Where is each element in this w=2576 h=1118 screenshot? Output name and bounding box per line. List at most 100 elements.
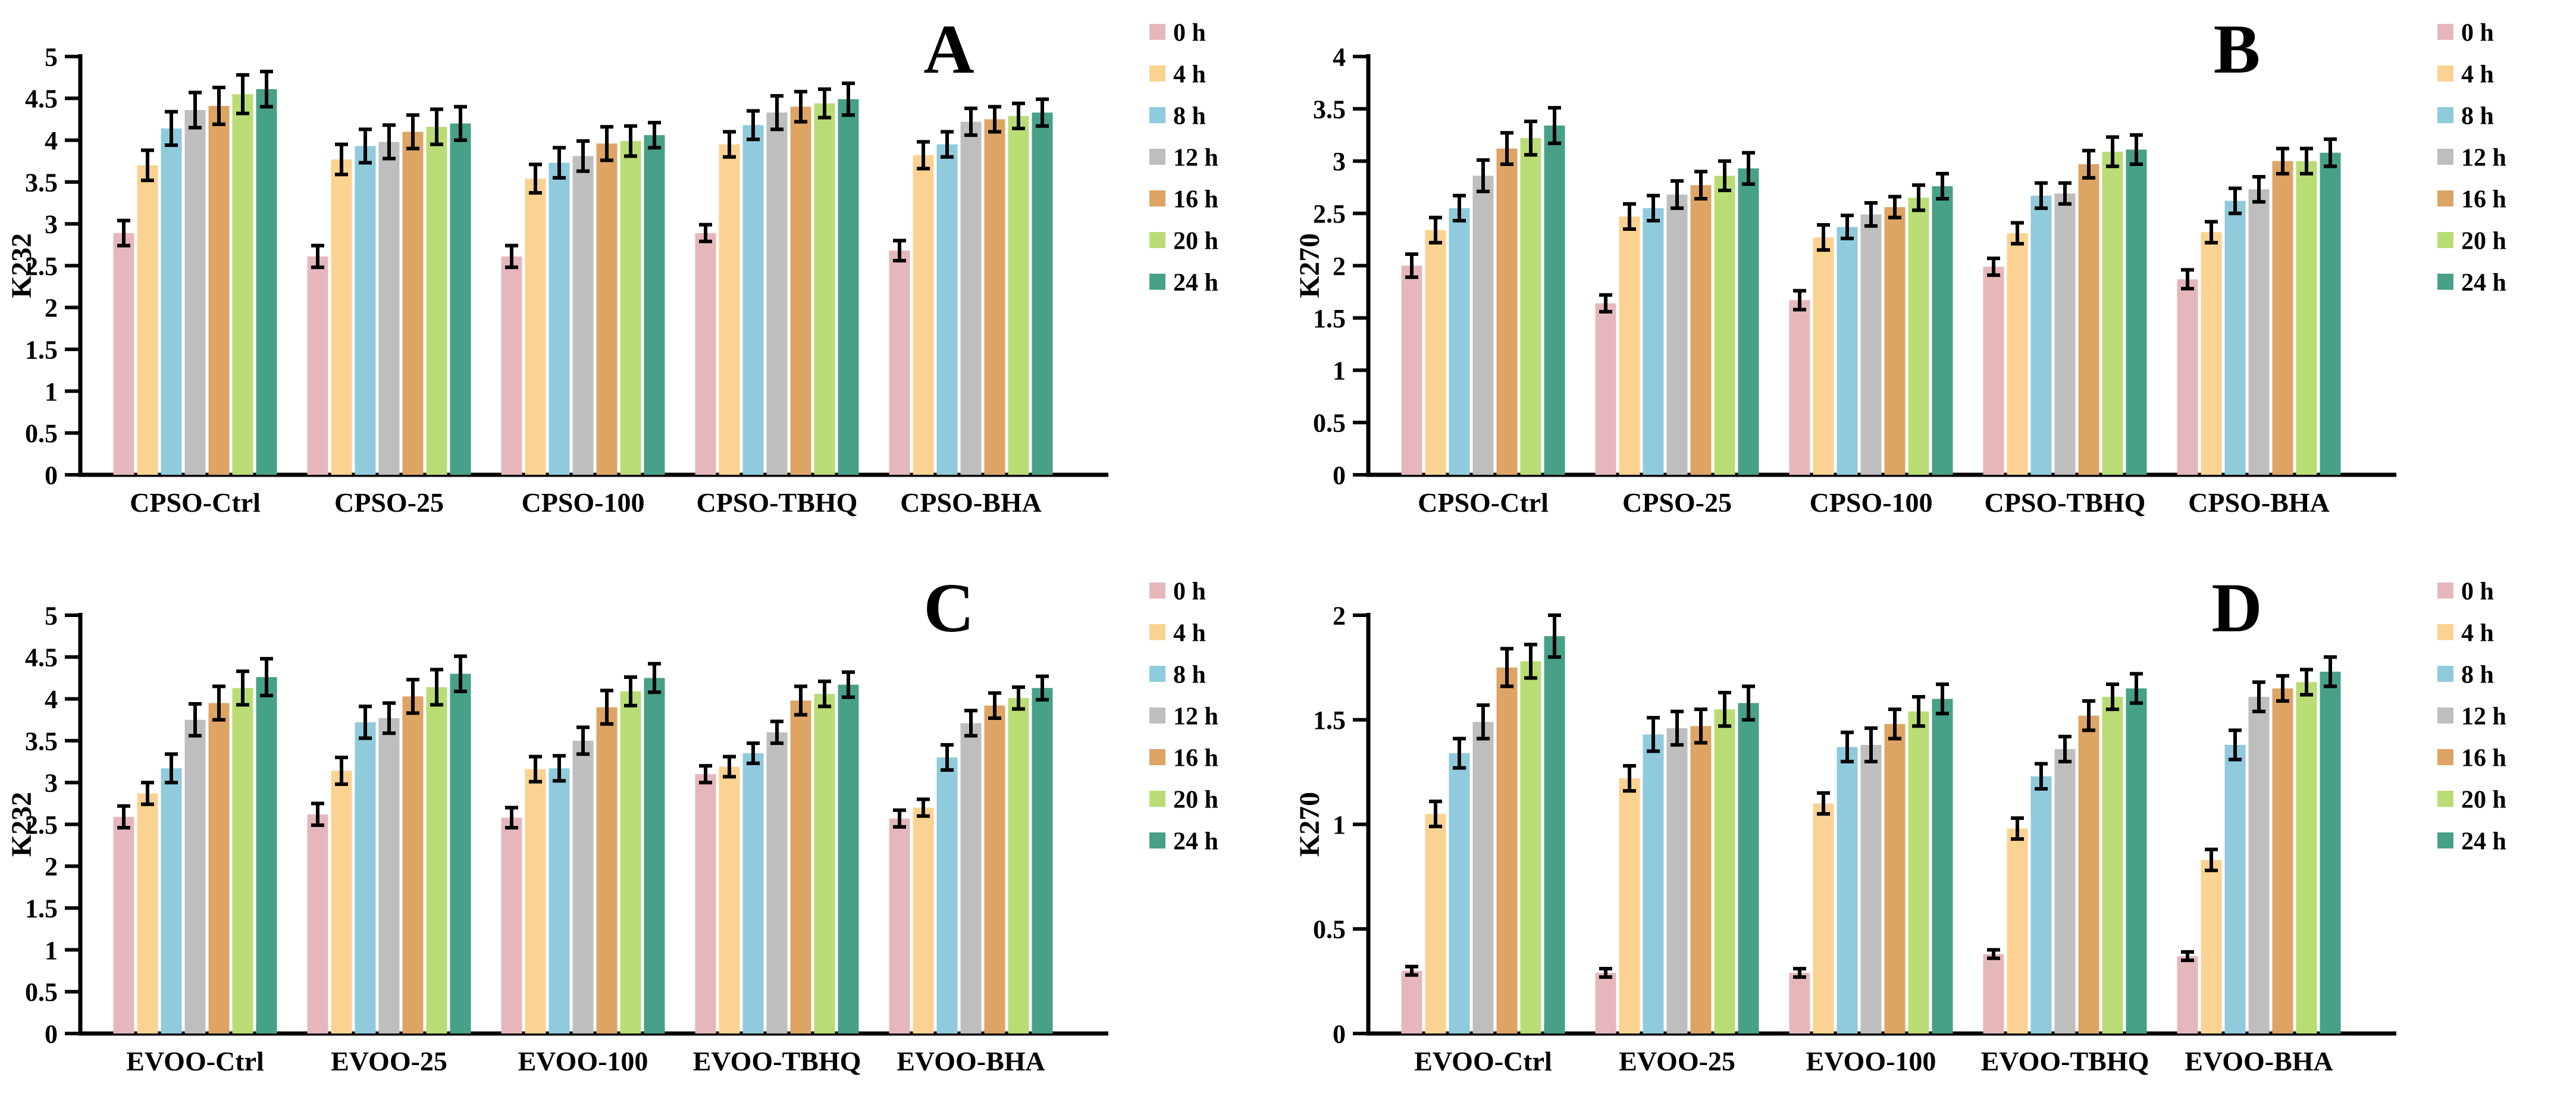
bar — [1449, 753, 1470, 1034]
error-bar — [141, 781, 154, 806]
error-bar — [1912, 183, 1925, 212]
bar — [1813, 803, 1834, 1034]
bar — [1738, 168, 1759, 475]
error-bar — [505, 243, 518, 270]
error-bar — [1548, 106, 1561, 145]
category-label: EVOO-TBHQ — [1981, 1046, 2149, 1076]
bar — [161, 768, 182, 1034]
y-axis-label: K270 — [1294, 233, 1325, 298]
legend-swatch — [2437, 24, 2453, 40]
y-tick-label: 3 — [1333, 147, 1346, 176]
bar — [960, 121, 982, 475]
bar — [426, 127, 447, 475]
bar — [549, 768, 570, 1034]
error-bar — [624, 675, 637, 707]
error-bar — [165, 109, 178, 148]
bar — [331, 159, 352, 475]
bar — [1884, 207, 1906, 475]
error-bar — [529, 754, 542, 784]
legend-item: 20 h — [2437, 787, 2506, 814]
bar — [2030, 776, 2052, 1034]
legend: 0 h 4 h 8 h 12 h 16 h 20 h 24 h — [1149, 20, 1218, 297]
y-tick-label: 2 — [1333, 601, 1346, 630]
error-bar — [2011, 221, 2024, 246]
error-bar — [1429, 799, 1442, 829]
legend-swatch — [1149, 65, 1165, 82]
bar — [2102, 151, 2123, 475]
error-bar — [818, 679, 831, 709]
error-bar — [359, 127, 372, 165]
category-label: EVOO-25 — [331, 1046, 447, 1076]
bar — [450, 674, 471, 1034]
chart-b: 0 0.5 1 1.5 2 2.5 3 3.5 4 K270 CPSO-Ctrl CPSO-25 CPS… — [1294, 10, 2506, 518]
bar — [331, 771, 352, 1034]
error-bar — [335, 756, 348, 787]
legend-item: 20 h — [1149, 787, 1218, 814]
bar — [1032, 688, 1053, 1034]
category-label: CPSO-100 — [1810, 487, 1933, 518]
bar — [719, 766, 740, 1034]
y-tick-label: 2.5 — [1313, 199, 1346, 228]
panel-letter: A — [923, 10, 974, 88]
y-tick-label: 0 — [45, 461, 58, 490]
bar — [742, 125, 764, 475]
legend-item: 16 h — [1149, 186, 1218, 214]
bar — [501, 818, 522, 1034]
legend-swatch — [2437, 791, 2453, 807]
legend-swatch — [1149, 791, 1165, 807]
error-bar — [1671, 179, 1684, 210]
legend-label: 24 h — [1173, 270, 1218, 297]
error-bar — [2205, 220, 2218, 245]
y-tick-label: 5 — [45, 601, 58, 630]
error-bar — [1718, 159, 1731, 192]
bar — [378, 142, 400, 475]
bar — [2177, 956, 2198, 1034]
bar — [1032, 112, 1053, 475]
error-bar — [236, 73, 249, 115]
error-bar — [311, 801, 324, 827]
error-bar — [236, 669, 249, 707]
bar — [889, 250, 910, 475]
legend-item: 4 h — [1149, 61, 1206, 89]
error-bar — [189, 702, 202, 738]
error-bar — [842, 670, 855, 699]
error-bar — [359, 704, 372, 740]
y-tick-label: 4 — [45, 126, 58, 155]
bar — [2320, 671, 2341, 1034]
error-bar — [747, 741, 760, 765]
legend-item: 0 h — [1149, 578, 1206, 606]
bar — [1008, 698, 1029, 1034]
bar — [572, 156, 594, 475]
error-bar — [699, 223, 712, 243]
bar — [2272, 688, 2293, 1034]
legend-label: 16 h — [2461, 745, 2506, 772]
error-bar — [383, 701, 396, 735]
error-bar — [624, 124, 637, 158]
legend-swatch — [2437, 274, 2453, 290]
y-tick-label: 0.5 — [1313, 915, 1346, 944]
bar — [256, 89, 277, 475]
legend-label: 0 h — [1173, 578, 1206, 606]
bar — [1619, 778, 1640, 1034]
bar — [1520, 661, 1541, 1034]
bar — [790, 700, 811, 1034]
bar — [2078, 715, 2099, 1034]
bar — [1714, 709, 1735, 1034]
error-bar — [1864, 726, 1878, 764]
panel-letter: C — [923, 569, 974, 647]
bar — [161, 128, 182, 475]
bar — [742, 753, 764, 1034]
chart-a: 0 0.5 1 1.5 2 2.5 3 3.5 4 4.5 5 K232 CPSO-Ctrl CPSO-2… — [6, 10, 1218, 518]
legend-item: 12 h — [1149, 145, 1218, 172]
legend-item: 12 h — [2437, 703, 2506, 731]
bar — [1643, 734, 1664, 1034]
bar — [1932, 186, 1953, 475]
error-bar — [2106, 135, 2119, 168]
error-bar — [2082, 149, 2095, 180]
bar — [2126, 688, 2147, 1034]
bar — [572, 740, 594, 1034]
error-bar — [1453, 737, 1466, 770]
legend-item: 4 h — [1149, 620, 1206, 647]
legend-swatch — [2437, 707, 2453, 724]
y-tick-label: 0.5 — [25, 978, 58, 1007]
